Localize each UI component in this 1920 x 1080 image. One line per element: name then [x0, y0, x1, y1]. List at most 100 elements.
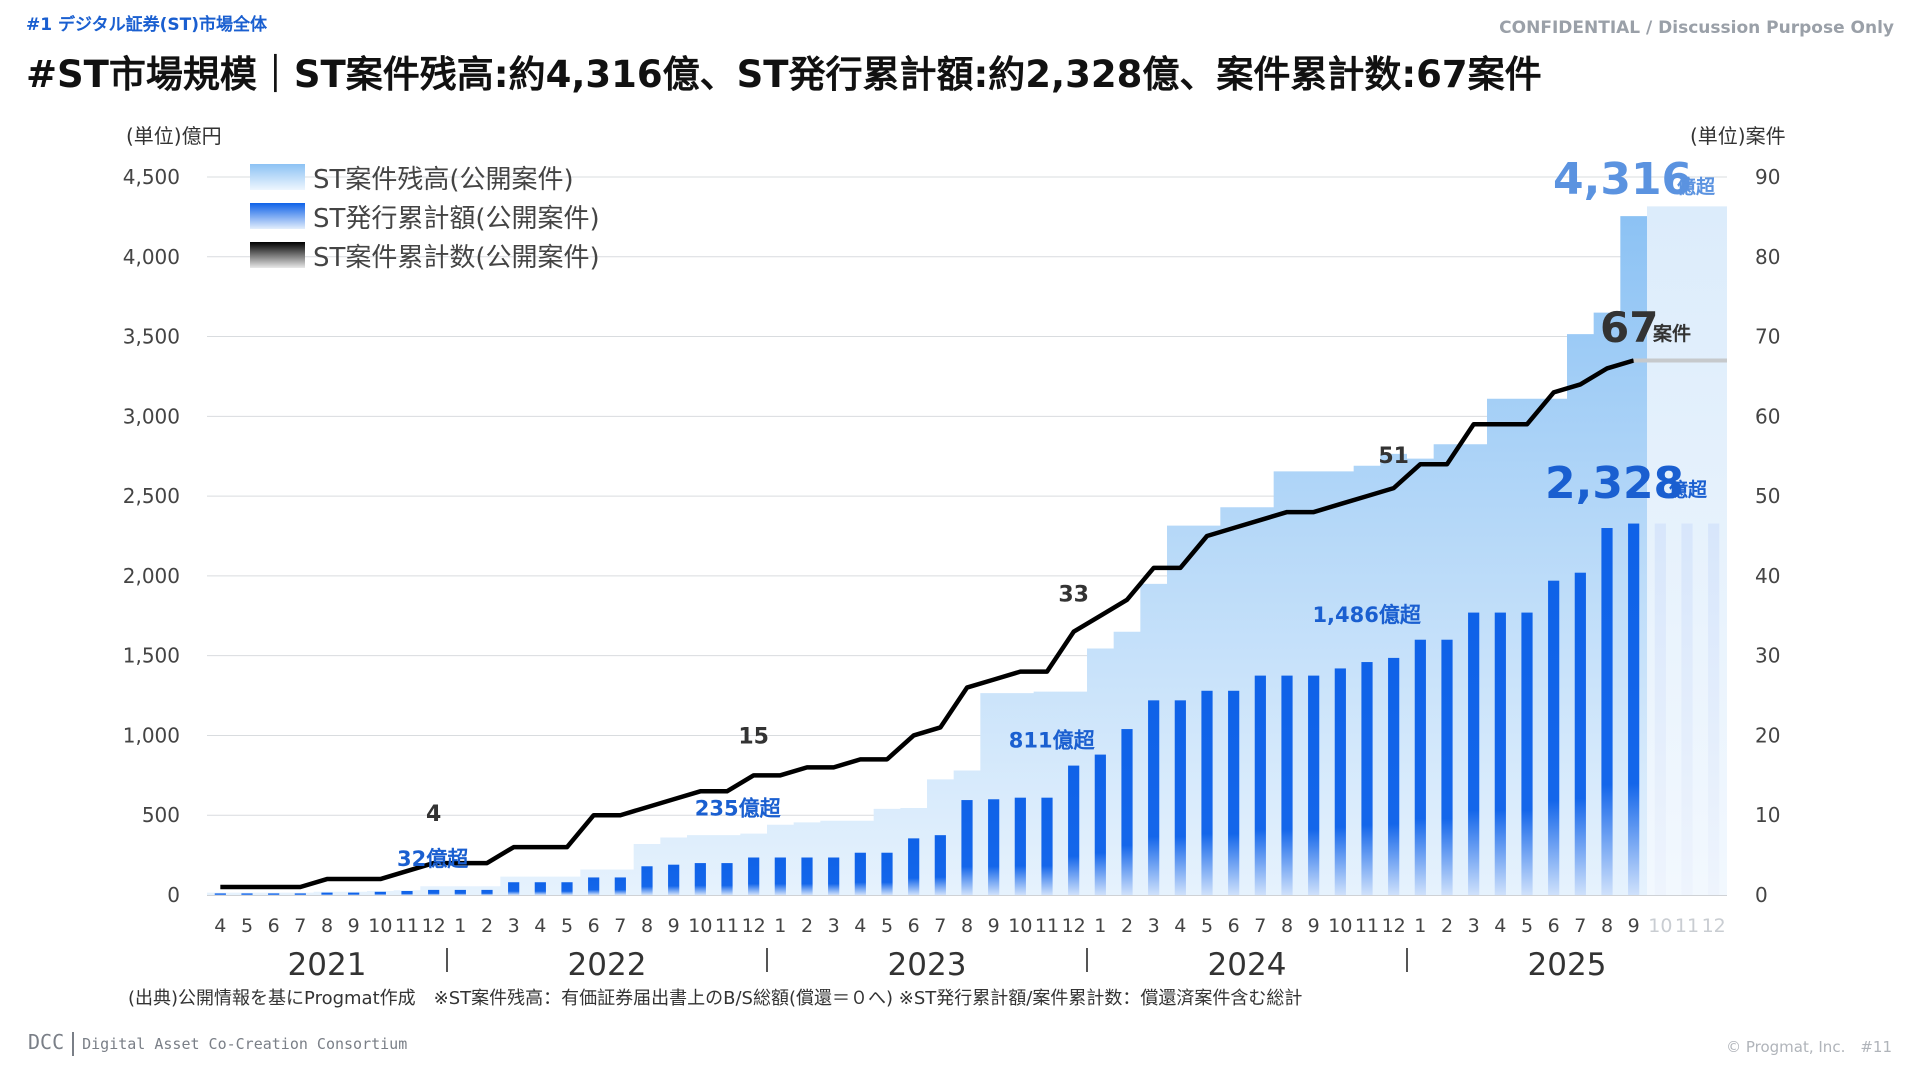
month-tick-label: 6	[588, 915, 600, 937]
left-tick-label: 3,500	[123, 325, 180, 349]
month-tick-label: 4	[214, 915, 226, 937]
issuance-bar	[1174, 700, 1186, 895]
legend-swatch-bar	[250, 203, 305, 229]
issuance-bar	[294, 893, 306, 895]
legend-label-count: ST案件累計数(公開案件)	[313, 242, 600, 273]
copyright: © Progmat, Inc. #11	[1726, 1038, 1892, 1056]
month-tick-label: 10	[368, 915, 392, 937]
issuance-bar	[508, 882, 520, 895]
issuance-bar	[854, 852, 866, 895]
month-tick-label: 9	[348, 915, 360, 937]
legend-swatch-line	[250, 242, 305, 268]
right-tick-label: 10	[1755, 803, 1780, 827]
month-tick-label: 11	[1675, 915, 1699, 937]
month-tick-label: 5	[1201, 915, 1213, 937]
month-tick-label: 8	[1281, 915, 1293, 937]
issuance-bar	[1041, 797, 1053, 895]
issuance-bar	[214, 893, 226, 895]
count-annotation: 15	[738, 724, 769, 749]
year-label: 2024	[1208, 947, 1287, 983]
left-tick-label: 1,500	[123, 644, 180, 668]
logo-main: DCC	[28, 1030, 65, 1054]
month-tick-label: 2	[1121, 915, 1133, 937]
month-tick-label: 11	[1355, 915, 1379, 937]
count-annotation-unit: 案件	[1652, 322, 1691, 345]
issuance-annotation: 811億超	[1009, 729, 1096, 753]
right-axis-label: (単位)案件	[1690, 124, 1786, 148]
issuance-bar	[641, 866, 653, 895]
issuance-bar	[934, 835, 946, 895]
month-tick-label: 4	[534, 915, 546, 937]
left-tick-label: 500	[142, 803, 180, 827]
issuance-annotation: 1,486億超	[1312, 603, 1421, 627]
issuance-bar	[1601, 528, 1613, 895]
issuance-bar	[774, 857, 786, 895]
month-tick-label: 2	[1441, 915, 1453, 937]
month-tick-label: 11	[1035, 915, 1059, 937]
month-tick-label: 8	[641, 915, 653, 937]
right-tick-label: 30	[1755, 644, 1780, 668]
month-tick-label: 1	[774, 915, 786, 937]
count-annotation: 4	[426, 802, 441, 827]
source-note: (出典)公開情報を基にProgmat作成 ※ST案件残高：有価証券届出書上のB/…	[128, 988, 1303, 1009]
month-tick-label: 3	[1468, 915, 1480, 937]
month-tick-label: 4	[854, 915, 866, 937]
issuance-bar	[454, 889, 466, 895]
count-annotation: 51	[1378, 444, 1409, 469]
issuance-bar	[401, 891, 413, 895]
left-tick-label: 0	[167, 883, 180, 907]
issuance-bar	[828, 857, 840, 895]
issuance-bar	[668, 864, 680, 895]
month-tick-label: 9	[668, 915, 680, 937]
issuance-bar	[1308, 675, 1320, 895]
month-tick-label: 11	[395, 915, 419, 937]
issuance-bar-projected	[1654, 523, 1666, 895]
issuance-bar	[1014, 797, 1026, 895]
month-tick-label: 8	[961, 915, 973, 937]
issuance-bar	[321, 892, 333, 895]
left-tick-label: 2,500	[123, 484, 180, 508]
outstanding-annotation-unit: 億超	[1677, 175, 1716, 198]
issuance-bar-projected	[1681, 523, 1693, 895]
issuance-bar	[374, 891, 386, 895]
issuance-annotation-latest: 2,328	[1545, 458, 1684, 509]
left-tick-label: 1,000	[123, 723, 180, 747]
confidential-label: CONFIDENTIAL / Discussion Purpose Only	[1499, 18, 1894, 38]
issuance-bar	[481, 889, 493, 895]
month-tick-label: 12	[1382, 915, 1406, 937]
page-title: #ST市場規模｜ST案件残高:約4,316億、ST発行累計額:約2,328億、案…	[26, 53, 1542, 96]
month-tick-label: 5	[241, 915, 253, 937]
legend-item-count: ST案件累計数(公開案件)	[250, 239, 600, 273]
issuance-bar	[1521, 612, 1533, 895]
year-label: 2022	[568, 947, 647, 983]
issuance-bar	[694, 863, 706, 895]
issuance-bar	[1468, 612, 1480, 895]
issuance-bar-projected	[1708, 523, 1720, 895]
month-tick-label: 7	[934, 915, 946, 937]
right-tick-label: 60	[1755, 404, 1780, 428]
issuance-bar	[1441, 639, 1453, 895]
right-tick-label: 80	[1755, 245, 1780, 269]
month-tick-label: 10	[1328, 915, 1352, 937]
legend-label-issuance: ST発行累計額(公開案件)	[313, 203, 600, 234]
month-tick-label: 9	[988, 915, 1000, 937]
month-tick-label: 7	[1574, 915, 1586, 937]
count-annotation-latest: 67	[1600, 303, 1658, 352]
month-tick-label: 5	[881, 915, 893, 937]
issuance-bar	[348, 892, 360, 895]
month-tick-label: 12	[742, 915, 766, 937]
month-tick-label: 12	[1702, 915, 1726, 937]
month-tick-label: 1	[454, 915, 466, 937]
outstanding-annotation-latest: 4,316	[1553, 154, 1692, 205]
left-tick-label: 3,000	[123, 404, 180, 428]
outstanding-area	[207, 216, 1647, 895]
issuance-bar	[801, 857, 813, 895]
issuance-bar	[1281, 675, 1293, 895]
issuance-bar	[1201, 690, 1213, 895]
issuance-bar	[268, 893, 280, 895]
issuance-bar	[1148, 700, 1160, 895]
left-tick-label: 2,000	[123, 564, 180, 588]
right-tick-label: 40	[1755, 564, 1780, 588]
month-tick-label: 10	[1648, 915, 1672, 937]
